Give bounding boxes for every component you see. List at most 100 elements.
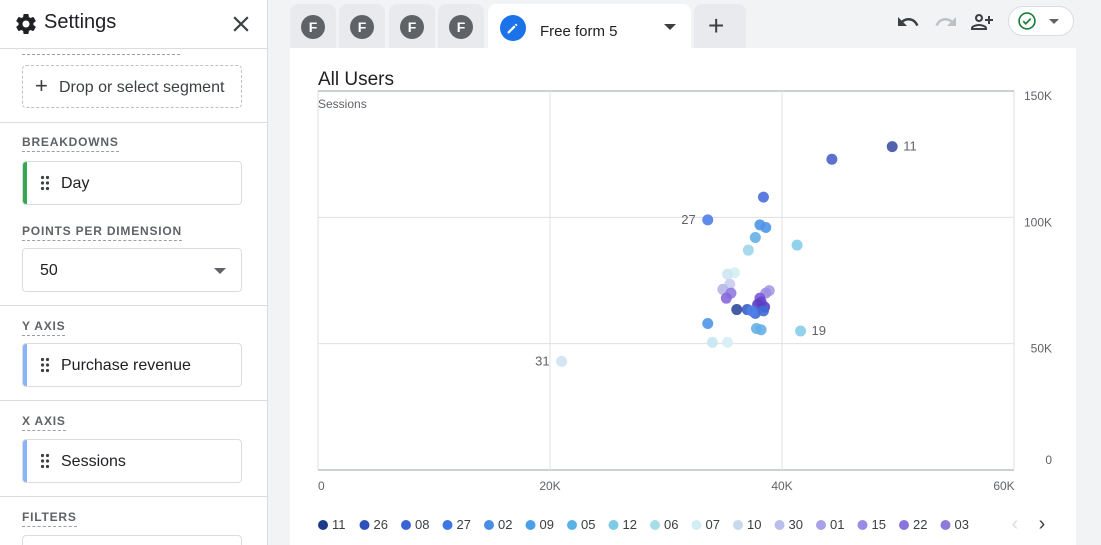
scatter-point[interactable]: [746, 305, 758, 317]
x-tick-label: 40K: [771, 479, 792, 493]
legend-swatch: [650, 520, 660, 530]
legend-item: 07: [706, 517, 720, 532]
filters-label: FILTERS: [22, 510, 77, 527]
legend-item: 30: [789, 517, 803, 532]
legend-item: 22: [913, 517, 927, 532]
chevron-left-icon[interactable]: ‹: [1012, 513, 1019, 535]
divider: [0, 496, 267, 497]
legend-item: 11: [332, 517, 346, 532]
scatter-point[interactable]: [721, 268, 733, 280]
point-label: 27: [681, 212, 695, 227]
scatter-point[interactable]: [742, 244, 754, 256]
tab-menu-icon[interactable]: [664, 24, 676, 30]
scatter-point[interactable]: [556, 355, 568, 367]
scatter-point[interactable]: [749, 232, 761, 244]
tab-free-form-5[interactable]: Free form 5: [488, 4, 691, 48]
share-user-icon[interactable]: [970, 10, 994, 34]
y-axis-label: Y AXIS: [22, 319, 66, 336]
tab-free-form-3[interactable]: F: [389, 4, 435, 48]
scatter-chart[interactable]: 0 20K 40K 60K 0 50K 100K 150K Sessions 11 27 19 31 11…: [290, 48, 1076, 545]
legend-swatch: [857, 520, 868, 530]
settings-header: Settings: [0, 0, 267, 48]
scatter-point[interactable]: [826, 153, 838, 165]
point-label: 11: [903, 139, 917, 154]
legend-item: 02: [498, 517, 512, 532]
point-label: 31: [535, 353, 549, 368]
legend-swatch: [774, 520, 785, 530]
scatter-point[interactable]: [755, 324, 767, 336]
legend-swatch: [899, 520, 909, 530]
chart-card: All Users 0 20K 40K 60K 0 50K 100K 150K Sessions…: [290, 48, 1076, 545]
legend-swatch: [484, 520, 494, 530]
segment-drop-zone[interactable]: + Drop or select segment: [22, 65, 242, 108]
legend-item: 06: [664, 517, 678, 532]
chip-color-bar: [23, 162, 27, 204]
points-per-dimension-value: 50: [40, 262, 58, 279]
chip-color-bar: [23, 344, 27, 386]
legend-item: 01: [830, 517, 844, 532]
divider: [0, 122, 267, 123]
scatter-point[interactable]: [706, 336, 718, 348]
chip-color-bar: [23, 440, 27, 482]
divider: [0, 400, 267, 401]
tab-free-form-2[interactable]: F: [339, 4, 385, 48]
y-axis-chip[interactable]: Purchase revenue: [22, 343, 242, 387]
x-tick-label: 0: [318, 479, 325, 493]
scatter-point[interactable]: [721, 336, 733, 348]
tab-avatar: F: [400, 15, 424, 39]
scatter-point[interactable]: [795, 325, 807, 337]
status-menu-button[interactable]: [1008, 6, 1074, 36]
scatter-point[interactable]: [791, 239, 803, 251]
y-tick-label: 100K: [1024, 215, 1052, 229]
breakdown-chip-day[interactable]: Day: [22, 161, 242, 205]
scatter-point[interactable]: [760, 221, 772, 233]
legend-item: 12: [623, 517, 637, 532]
close-icon[interactable]: [228, 11, 254, 37]
y-axis-title: Sessions: [318, 97, 367, 111]
x-tick-label: 20K: [539, 479, 560, 493]
drag-handle-icon[interactable]: [40, 357, 50, 373]
y-tick-label: 150K: [1024, 89, 1052, 103]
settings-title: Settings: [44, 11, 117, 33]
legend-swatch: [608, 520, 619, 530]
undo-icon[interactable]: [896, 10, 920, 34]
segment-drop-label: Drop or select segment: [59, 79, 225, 96]
legend-swatch: [525, 520, 536, 530]
legend-item: 15: [872, 517, 886, 532]
scatter-point[interactable]: [731, 304, 743, 316]
scatter-point[interactable]: [720, 292, 732, 304]
tab-avatar: F: [449, 15, 473, 39]
check-circle-icon: [1018, 12, 1036, 30]
legend-item: 27: [457, 517, 471, 532]
legend-item: 26: [374, 517, 388, 532]
plus-icon: +: [35, 73, 48, 98]
breakdown-value: Day: [61, 175, 90, 192]
scatter-point[interactable]: [702, 214, 714, 226]
legend-swatch: [442, 520, 453, 530]
x-axis-value: Sessions: [61, 453, 126, 470]
drag-handle-icon[interactable]: [40, 175, 50, 191]
filter-drop-zone[interactable]: [22, 535, 242, 545]
gear-icon: [16, 13, 36, 34]
plus-icon: +: [708, 10, 725, 41]
chart-title: All Users: [318, 69, 395, 90]
tab-free-form-1[interactable]: F: [290, 4, 336, 48]
legend-swatch: [816, 520, 826, 530]
chevron-right-icon[interactable]: ›: [1039, 513, 1046, 535]
x-tick-label: 60K: [993, 479, 1014, 493]
redo-icon[interactable]: [934, 10, 958, 34]
tab-free-form-4[interactable]: F: [438, 4, 484, 48]
x-axis-chip[interactable]: Sessions: [22, 439, 242, 483]
points-per-dimension-label: POINTS PER DIMENSION: [22, 224, 183, 241]
report-canvas: F F F F Free form 5 + All Users 0 20K 40K 6…: [268, 0, 1101, 545]
scatter-point[interactable]: [702, 317, 714, 329]
pencil-icon: [500, 15, 526, 41]
drag-handle-icon[interactable]: [40, 453, 50, 469]
scatter-point[interactable]: [886, 141, 898, 153]
add-tab-button[interactable]: +: [694, 4, 746, 48]
points-per-dimension-select[interactable]: 50: [22, 248, 242, 292]
scatter-point[interactable]: [757, 191, 769, 203]
chevron-down-icon: [214, 268, 226, 274]
legend-swatch: [733, 520, 743, 530]
tab-label: Free form 5: [540, 23, 618, 40]
